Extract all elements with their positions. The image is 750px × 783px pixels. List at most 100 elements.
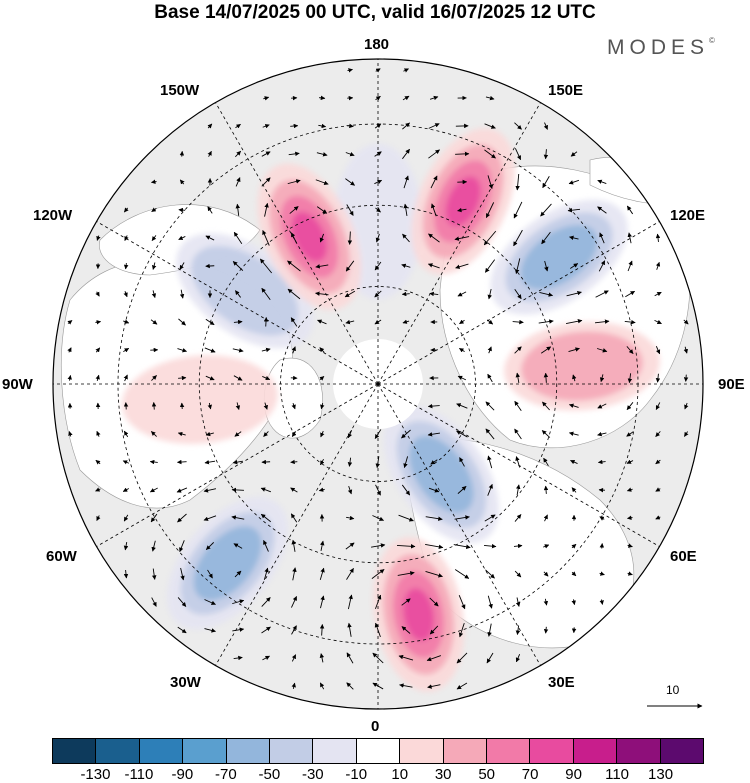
colorbar	[52, 738, 704, 764]
lon-label-120e: 120E	[670, 207, 706, 224]
wind-arrow	[401, 598, 411, 606]
wind-arrow	[371, 569, 385, 579]
colorbar-tick-label: 70	[521, 766, 539, 783]
wind-arrow	[150, 179, 157, 184]
wind-arrow	[150, 513, 158, 523]
wind-arrow	[458, 594, 466, 610]
colorbar-swatch	[443, 739, 488, 763]
wind-arrow	[319, 624, 325, 636]
wind-arrow	[655, 346, 661, 355]
wind-arrow	[205, 375, 215, 381]
wind-arrow	[204, 628, 216, 633]
wind-arrow	[456, 430, 468, 438]
wind-arrow	[543, 544, 550, 549]
wind-arrow	[204, 599, 216, 605]
wind-arrow	[374, 179, 383, 185]
wind-arrow	[455, 263, 469, 269]
wind-arrow	[594, 319, 610, 324]
wind-arrow	[513, 543, 523, 549]
wind-arrow	[457, 291, 467, 297]
wind-arrow	[150, 319, 158, 325]
wind-arrow	[205, 235, 215, 241]
wind-arrow	[541, 231, 551, 245]
wind-arrow	[149, 487, 158, 493]
colorbar-swatch	[530, 739, 574, 763]
wind-arrow	[597, 403, 607, 409]
wind-arrow	[177, 513, 187, 523]
wind-arrow	[428, 123, 440, 129]
colorbar-swatch	[573, 739, 618, 763]
wind-arrow	[203, 488, 217, 493]
colorbar-swatch	[660, 739, 704, 763]
wind-arrow	[569, 235, 579, 241]
wind-arrow	[514, 122, 522, 130]
wind-arrow	[123, 569, 129, 579]
wind-arrow	[487, 623, 492, 637]
wind-arrow	[291, 596, 297, 608]
wind-arrow	[123, 347, 130, 353]
wind-arrow	[235, 203, 241, 216]
colorbar-tick-label: -130	[80, 766, 111, 783]
wind-arrow	[291, 402, 296, 410]
wind-arrow	[263, 96, 270, 101]
lon-label-30w: 30W	[170, 674, 201, 691]
wind-arrow	[596, 348, 608, 353]
wind-arrow	[315, 291, 329, 296]
wind-arrow	[374, 151, 382, 157]
wind-arrow	[263, 317, 269, 327]
wind-arrow	[487, 483, 493, 496]
wind-arrow	[178, 318, 186, 326]
wind-arrow	[233, 375, 243, 381]
wind-arrow	[315, 264, 329, 269]
wind-arrow	[346, 652, 354, 664]
lon-label-30e: 30E	[548, 674, 575, 691]
wind-arrow	[514, 400, 522, 412]
wind-arrow	[514, 258, 521, 275]
wind-arrow	[456, 403, 468, 409]
wind-arrow	[401, 484, 411, 496]
wind-arrow	[597, 431, 607, 437]
colorbar-tick-label: 130	[648, 766, 674, 783]
wind-arrow	[319, 567, 325, 580]
wind-arrow	[684, 402, 689, 410]
wind-arrow	[291, 654, 297, 662]
wind-arrow	[403, 175, 409, 189]
wind-arrow	[515, 654, 521, 663]
wind-arrow	[122, 487, 130, 492]
wind-arrow	[543, 485, 549, 494]
wind-arrow	[626, 459, 634, 464]
wind-arrow	[486, 319, 494, 325]
wind-arrow	[233, 655, 243, 661]
colorbar-tick-label: -90	[171, 766, 194, 783]
map-border	[52, 58, 704, 710]
wind-arrow	[123, 207, 129, 213]
wind-arrow	[375, 207, 381, 213]
wind-arrow	[566, 290, 582, 297]
wind-arrow	[67, 320, 73, 325]
wind-arrow	[318, 123, 327, 129]
wind-arrow	[151, 262, 157, 270]
wind-arrow	[425, 516, 443, 521]
wind-arrow	[483, 230, 497, 246]
wind-arrow	[599, 374, 605, 383]
wind-arrow	[177, 626, 187, 634]
wind-arrow	[151, 540, 156, 552]
colorbar-tick-label: 50	[478, 766, 495, 783]
wind-arrow	[568, 347, 580, 353]
wind-arrow	[565, 319, 583, 325]
wind-arrow	[398, 514, 414, 522]
wind-arrow	[454, 569, 470, 579]
wind-arrow	[319, 682, 325, 690]
wind-arrow	[261, 626, 271, 634]
wind-arrow	[374, 622, 381, 638]
wind-arrow	[179, 179, 185, 185]
wind-arrow	[459, 347, 465, 353]
wind-arrow	[231, 515, 245, 520]
lon-label-180: 180	[364, 36, 390, 53]
wind-arrow	[177, 597, 187, 607]
wind-arrow	[570, 460, 578, 465]
wind-arrow	[514, 148, 522, 161]
wind-arrow	[234, 570, 242, 578]
wind-arrow	[487, 455, 493, 469]
wind-arrow	[655, 431, 661, 437]
